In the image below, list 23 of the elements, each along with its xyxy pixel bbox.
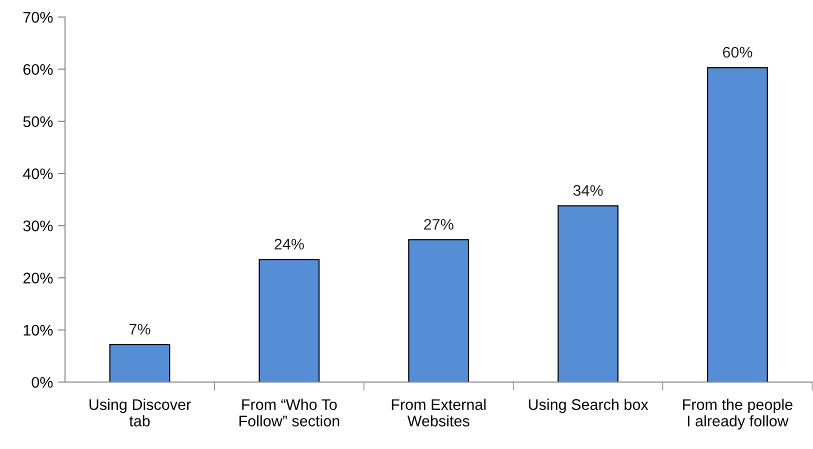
bar bbox=[558, 205, 618, 382]
bar bbox=[707, 67, 768, 382]
y-tick-label: 20% bbox=[23, 272, 53, 284]
x-tick-label: From “Who To Follow” section bbox=[239, 398, 340, 426]
y-tick-label: 50% bbox=[23, 116, 53, 128]
x-tick-label: From the people I already follow bbox=[683, 398, 792, 430]
data-label: 7% bbox=[129, 324, 150, 335]
y-tick-label: 40% bbox=[23, 168, 53, 180]
y-tick-label: 0% bbox=[32, 376, 53, 388]
bar bbox=[258, 258, 320, 382]
y-tick-label: 10% bbox=[24, 324, 53, 336]
x-tick-label: Using Search box bbox=[528, 398, 648, 414]
y-tick-label: 60% bbox=[23, 64, 53, 75]
y-tick-label: 70% bbox=[23, 12, 53, 23]
data-label: 60% bbox=[722, 46, 752, 58]
bar bbox=[109, 344, 170, 382]
x-tick-label: From External Websites bbox=[392, 398, 486, 426]
y-tick-label: 30% bbox=[23, 220, 53, 232]
data-label: 34% bbox=[573, 185, 603, 196]
data-label: 27% bbox=[424, 218, 454, 230]
x-tick-label: Using Discover tab bbox=[90, 398, 191, 426]
bar bbox=[408, 239, 470, 382]
data-label: 24% bbox=[274, 238, 304, 250]
